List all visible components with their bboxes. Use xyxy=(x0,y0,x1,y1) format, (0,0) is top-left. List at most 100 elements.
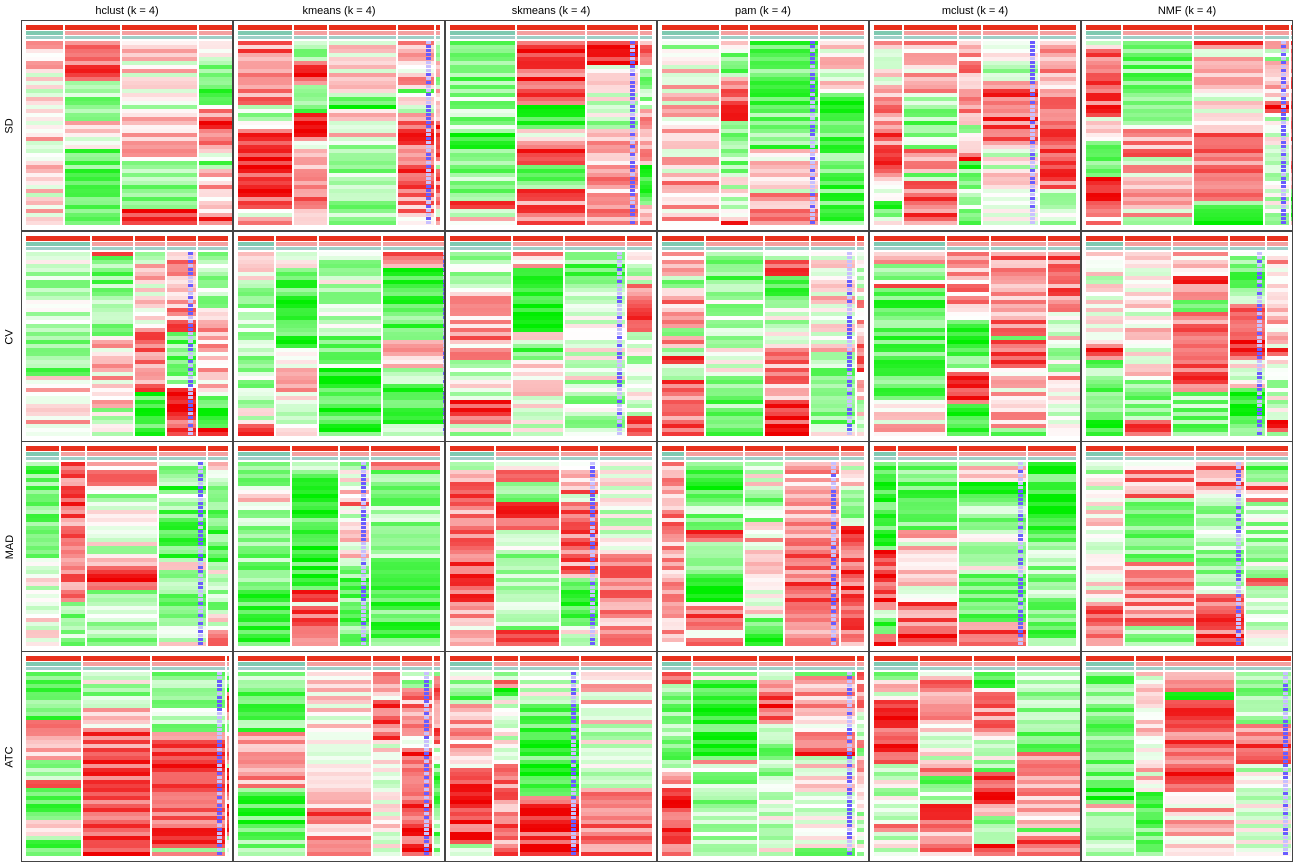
annotation-bar xyxy=(1125,452,1194,456)
heatmap-cell xyxy=(26,260,90,264)
heatmap-cell xyxy=(398,201,434,205)
heatmap-cell xyxy=(587,157,638,161)
heatmap-cell xyxy=(92,376,133,380)
heatmap-cell xyxy=(65,149,120,153)
heatmap-cell xyxy=(292,602,338,606)
heatmap-cell xyxy=(92,252,133,256)
heatmap-cell xyxy=(565,416,625,420)
heatmap-cell xyxy=(1173,408,1228,412)
heatmap-cell xyxy=(991,348,1046,352)
heatmap-cell xyxy=(565,308,625,312)
membership-cell xyxy=(810,77,815,80)
membership-cell xyxy=(847,308,852,311)
heatmap-cell xyxy=(1123,217,1192,221)
heatmap-cell xyxy=(785,582,839,586)
heatmap-cell xyxy=(450,602,494,606)
annotation-bar xyxy=(371,446,440,451)
heatmap-cell xyxy=(898,626,957,630)
membership-cell xyxy=(590,630,595,633)
heatmap-cell xyxy=(991,304,1046,308)
heatmap-cell xyxy=(26,736,81,740)
heatmap-cell xyxy=(436,57,440,61)
heatmap-cell xyxy=(26,392,90,396)
heatmap-cell xyxy=(1086,432,1123,436)
heatmap-cell xyxy=(371,466,440,470)
heatmap-cell xyxy=(561,578,598,582)
heatmap-cell xyxy=(745,530,783,534)
heatmap-cell xyxy=(959,165,981,169)
annotation-bar xyxy=(65,36,120,39)
heatmap-cell xyxy=(627,264,652,268)
annotation-bar xyxy=(1246,457,1288,460)
heatmap-cell xyxy=(1040,149,1076,153)
heatmap-cell xyxy=(1086,642,1123,646)
heatmap-cell xyxy=(1230,340,1265,344)
heatmap-cell xyxy=(198,296,228,300)
heatmap-cell xyxy=(87,494,157,498)
heatmap-cell xyxy=(199,121,232,125)
heatmap-cell xyxy=(1265,57,1289,61)
heatmap-cell xyxy=(26,740,81,744)
heatmap-cell xyxy=(398,173,434,177)
membership-cell xyxy=(188,284,193,287)
heatmap-cell xyxy=(319,336,381,340)
heatmap-cell xyxy=(1125,518,1194,522)
heatmap-cell xyxy=(26,574,59,578)
heatmap-cell xyxy=(1123,205,1192,209)
heatmap-cell xyxy=(874,420,945,424)
heatmap-cell xyxy=(662,97,719,101)
heatmap-cell xyxy=(1048,432,1080,436)
heatmap-cell xyxy=(662,606,684,610)
heatmap-cell xyxy=(167,252,196,256)
heatmap-cell xyxy=(383,332,444,336)
heatmap-cell xyxy=(983,61,1038,65)
heatmap-cell xyxy=(1230,316,1265,320)
heatmap-cell xyxy=(857,260,864,264)
heatmap-cell xyxy=(329,73,396,77)
heatmap-cell xyxy=(513,304,563,308)
heatmap-cell xyxy=(1125,300,1171,304)
heatmap-cell xyxy=(1173,268,1228,272)
annotation-bar xyxy=(208,457,228,460)
heatmap-cell xyxy=(1194,49,1263,53)
heatmap-cell xyxy=(750,157,818,161)
heatmap-cell xyxy=(1246,478,1288,482)
heatmap-cell xyxy=(874,49,902,53)
heatmap-cell xyxy=(1086,296,1123,300)
heatmap-cell xyxy=(565,392,625,396)
membership-cell xyxy=(630,205,635,208)
heatmap-cell xyxy=(329,157,396,161)
heatmap-cell xyxy=(959,129,981,133)
membership-cell xyxy=(188,416,193,419)
annotation-bar xyxy=(92,247,133,250)
heatmap-cell xyxy=(450,618,494,622)
heatmap-cell xyxy=(565,400,625,404)
membership-cell xyxy=(188,288,193,291)
heatmap-cell xyxy=(517,153,585,157)
heatmap-cell xyxy=(1040,57,1076,61)
heatmap-cell xyxy=(1125,348,1171,352)
membership-cell xyxy=(630,181,635,184)
heatmap-cell xyxy=(87,526,157,530)
heatmap-cell xyxy=(600,614,652,618)
heatmap-cell xyxy=(565,288,625,292)
heatmap-cell xyxy=(294,57,327,61)
heatmap-cell xyxy=(1086,478,1123,482)
membership-cell xyxy=(1257,272,1262,275)
heatmap-cell xyxy=(436,197,440,201)
heatmap-cell xyxy=(1123,173,1192,177)
heatmap-cell xyxy=(26,470,59,474)
membership-cell xyxy=(1030,65,1035,68)
heatmap-cell xyxy=(904,117,957,121)
annotation-bar xyxy=(167,247,196,250)
heatmap-cell xyxy=(26,720,81,724)
annotation-bar xyxy=(785,446,839,451)
heatmap-cell xyxy=(61,642,85,646)
heatmap-cell xyxy=(857,252,864,256)
heatmap-cell xyxy=(947,332,989,336)
heatmap-cell xyxy=(398,189,434,193)
heatmap-cell xyxy=(61,498,85,502)
membership-cell xyxy=(198,614,203,617)
heatmap-cell xyxy=(26,634,59,638)
heatmap-cell xyxy=(898,482,957,486)
